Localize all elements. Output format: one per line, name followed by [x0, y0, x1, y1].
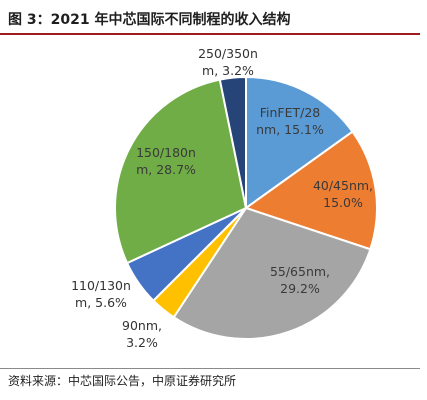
source-note: 资料来源：中芯国际公告，中原证券研究所 — [8, 374, 237, 388]
pie-slice-40-45nm — [243, 130, 378, 251]
pie-slice-finfet-28nm — [245, 75, 354, 210]
data-label-40-45nm: 40/45nm, 15.0% — [313, 178, 373, 210]
source-rule — [0, 368, 420, 369]
pie-slice-55-65nm — [172, 206, 372, 340]
pie-slice-250-350nm — [218, 75, 247, 209]
data-label-250-350nm: 250/350n m, 3.2% — [198, 46, 258, 78]
figure-title: 图 3：2021 年中芯国际不同制程的收入结构 — [8, 12, 291, 28]
data-label-150-180nm: 150/180n m, 28.7% — [136, 145, 196, 177]
pie-slices — [114, 75, 378, 340]
pie-labels: FinFET/28 nm, 15.1% 40/45nm, 15.0% 55/65nm, 2… — [71, 46, 373, 350]
data-label-110-130nm: 110/130n m, 5.6% — [71, 278, 131, 310]
data-label-55-65nm: 55/65nm, 29.2% — [270, 264, 330, 296]
pie-slice-150-180nm — [114, 78, 248, 265]
title-rule — [0, 33, 420, 35]
data-label-finfet-28nm: FinFET/28 nm, 15.1% — [256, 105, 324, 137]
data-label-90nm: 90nm, 3.2% — [122, 318, 162, 350]
